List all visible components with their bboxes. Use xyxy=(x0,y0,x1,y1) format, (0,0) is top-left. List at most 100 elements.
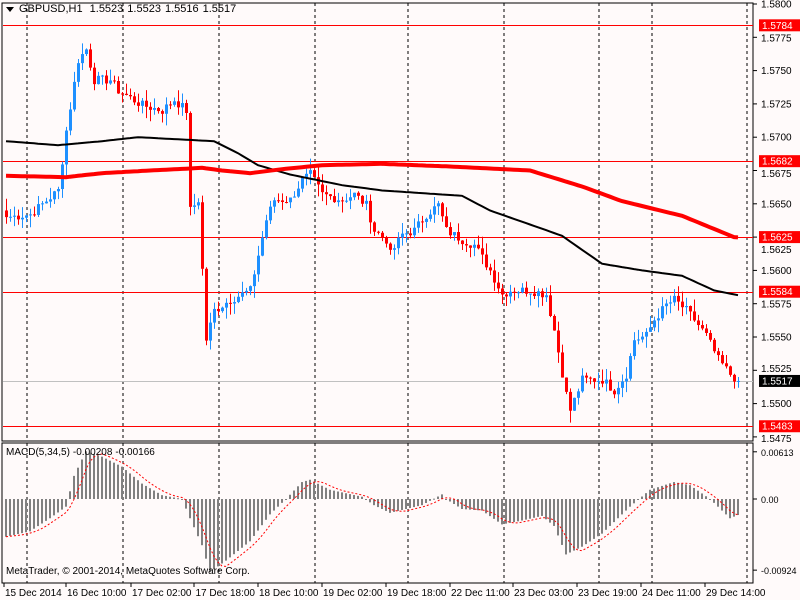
candle xyxy=(325,185,328,206)
candle-body xyxy=(369,200,372,223)
y-tick-label: 1.5600 xyxy=(761,266,792,277)
candle-body xyxy=(153,107,156,110)
candle xyxy=(221,306,224,313)
candle xyxy=(209,312,212,350)
candle xyxy=(629,353,632,381)
level-price-label-box xyxy=(759,420,800,433)
macd-histogram-bar xyxy=(665,484,667,499)
candle xyxy=(513,287,516,301)
candle xyxy=(365,194,368,211)
candle xyxy=(117,76,120,94)
macd-histogram-bar xyxy=(373,499,375,506)
macd-histogram-bar xyxy=(357,495,359,499)
macd-histogram-bar xyxy=(41,499,43,524)
macd-histogram-bar xyxy=(417,499,419,507)
candle-body xyxy=(489,267,492,271)
candle-body xyxy=(437,203,440,207)
candle xyxy=(453,232,456,241)
ohlc-close: 1.5517 xyxy=(202,3,237,15)
candle xyxy=(529,293,532,306)
macd-histogram-bar xyxy=(237,499,239,551)
macd-histogram-bar xyxy=(721,499,723,511)
candle-body xyxy=(117,81,120,94)
macd-histogram-bar xyxy=(333,490,335,499)
ohlc-high: 1.5523 xyxy=(127,3,161,15)
macd-histogram-bar xyxy=(321,485,323,499)
candle-body xyxy=(645,331,648,337)
candle-body xyxy=(429,214,432,219)
y-tick-label: 1.5675 xyxy=(761,169,792,180)
candle xyxy=(105,70,108,91)
candle-body xyxy=(525,287,528,294)
macd-histogram-bar xyxy=(37,499,39,527)
dropdown-triangle-icon[interactable] xyxy=(6,6,14,12)
candle xyxy=(157,106,160,114)
candle xyxy=(145,90,148,119)
candle-body xyxy=(685,306,688,308)
candle xyxy=(245,287,248,296)
candle xyxy=(109,69,112,85)
candle-body xyxy=(5,210,8,218)
candle xyxy=(477,235,480,250)
macd-histogram-bar xyxy=(17,499,19,535)
candle-body xyxy=(513,291,516,293)
candle-body xyxy=(621,381,624,388)
candle-body xyxy=(25,215,28,218)
candle-body xyxy=(225,302,228,308)
moving-average-red xyxy=(5,161,739,240)
candle-body xyxy=(533,293,536,297)
candle xyxy=(121,91,124,103)
candle xyxy=(329,194,332,200)
candle-body xyxy=(605,379,608,384)
macd-histogram-bar xyxy=(85,451,87,499)
candle xyxy=(349,189,352,210)
y-tick-label: 1.5475 xyxy=(761,434,792,445)
macd-histogram-bar xyxy=(249,499,251,542)
candle-body xyxy=(197,202,200,206)
candle xyxy=(393,244,396,260)
candle-body xyxy=(201,202,204,269)
candle-body xyxy=(149,106,152,110)
candle-body xyxy=(65,130,68,165)
candle-body xyxy=(609,379,612,391)
candle xyxy=(573,397,576,411)
candle-body xyxy=(509,291,512,297)
candle xyxy=(489,263,492,276)
candle xyxy=(401,222,404,246)
candle-body xyxy=(113,80,116,82)
candle-body xyxy=(221,307,224,312)
macd-histogram-bar xyxy=(653,488,655,499)
candle-body xyxy=(385,237,388,244)
candle xyxy=(473,239,476,257)
candle-body xyxy=(373,222,376,232)
macd-histogram-bar xyxy=(493,499,495,519)
y-tick-label: 1.5750 xyxy=(761,66,792,77)
macd-histogram-bar xyxy=(289,494,291,499)
candle-body xyxy=(569,391,572,411)
candle-body xyxy=(285,202,288,204)
candle xyxy=(685,297,688,315)
candle xyxy=(261,230,264,257)
macd-histogram-bar xyxy=(133,476,135,499)
candle xyxy=(725,355,728,369)
candle xyxy=(69,102,72,136)
candle xyxy=(545,287,548,302)
level-price-label-box xyxy=(759,155,800,168)
macd-histogram-bar xyxy=(697,490,699,499)
macd-histogram-bar xyxy=(181,499,183,500)
candle-body xyxy=(681,301,684,308)
macd-histogram-bar xyxy=(709,499,711,500)
candle-body xyxy=(93,67,96,85)
candle-body xyxy=(361,195,364,204)
candle xyxy=(93,62,96,91)
candle xyxy=(433,196,436,223)
macd-histogram-bar xyxy=(537,499,539,517)
candle-body xyxy=(237,296,240,303)
macd-histogram-bar xyxy=(65,499,67,507)
macd-histogram-bar xyxy=(277,499,279,507)
current-price-label-box xyxy=(759,374,800,387)
x-tick-label: 19 Dec 02:00 xyxy=(323,588,383,599)
candle-body xyxy=(649,327,652,332)
candle-body xyxy=(405,233,408,235)
candle xyxy=(53,190,56,205)
